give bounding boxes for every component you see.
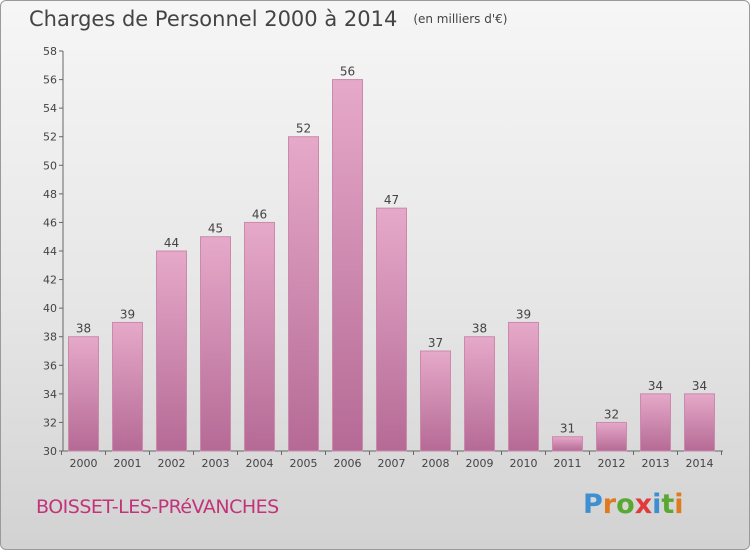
chart-title: Charges de Personnel 2000 à 2014 (en mill… [29,7,507,31]
bar-2014 [684,393,715,452]
logo-letter: x [634,489,653,520]
y-tick-label-46: 46 [43,216,57,229]
data-label-2007: 47 [384,193,399,207]
bar-2003 [200,236,231,452]
bar-2013 [640,393,671,452]
logo-letter: P [583,489,603,520]
x-tick-label-2003: 2003 [202,457,230,470]
bar-2011 [552,436,583,452]
chart-subtitle: (en milliers d'€) [413,12,508,26]
data-label-2014: 34 [692,379,707,393]
bar-2001 [112,321,143,452]
y-tick-label-58: 58 [43,45,57,58]
x-tick-label-2010: 2010 [510,457,538,470]
y-tick-label-30: 30 [43,445,57,458]
bar-2010 [508,321,539,452]
x-tick-label-2009: 2009 [466,457,494,470]
y-tick-label-34: 34 [43,388,57,401]
x-tick-label-2006: 2006 [334,457,362,470]
x-tick-label-2014: 2014 [686,457,714,470]
y-tick-label-48: 48 [43,188,57,201]
x-tick-label-2005: 2005 [290,457,318,470]
bar-2004 [244,221,275,452]
y-tick-label-36: 36 [43,359,57,372]
logo-letter: i [652,489,662,520]
x-tick-label-2011: 2011 [554,457,582,470]
y-tick-label-54: 54 [43,102,57,115]
x-tick-label-2013: 2013 [642,457,670,470]
bar-2000 [68,336,99,452]
y-tick-label-44: 44 [43,245,57,258]
data-label-2013: 34 [648,379,663,393]
data-label-2009: 38 [472,322,487,336]
x-tick-label-2002: 2002 [158,457,186,470]
y-tick-label-40: 40 [43,302,57,315]
data-label-2010: 39 [516,307,531,321]
data-label-2003: 45 [208,222,223,236]
x-tick-label-2004: 2004 [246,457,274,470]
bar-2005 [288,136,319,452]
logo-letter: i [674,489,684,520]
x-tick-label-2001: 2001 [114,457,142,470]
y-tick-label-42: 42 [43,274,57,287]
bar-2012 [596,421,627,452]
x-tick-label-2000: 2000 [70,457,98,470]
data-label-2004: 46 [252,207,267,221]
proxiti-logo: Proxiti [583,489,684,520]
y-tick-label-32: 32 [43,416,57,429]
bar-2002 [156,250,187,452]
x-tick-label-2008: 2008 [422,457,450,470]
data-label-2012: 32 [604,407,619,421]
chart-title-text: Charges de Personnel 2000 à 2014 [29,7,398,31]
data-label-2002: 44 [164,236,179,250]
logo-letter: t [661,489,675,520]
data-label-2011: 31 [560,422,575,436]
commune-name: BOISSET-LES-PRéVANCHES [36,496,279,518]
y-tick-label-52: 52 [43,131,57,144]
bar-2009 [464,336,495,452]
y-tick-label-38: 38 [43,331,57,344]
bar-2008 [420,350,451,452]
x-tick-label-2012: 2012 [598,457,626,470]
logo-letter: r [602,489,617,520]
data-label-2000: 38 [76,322,91,336]
data-label-2006: 56 [340,65,355,79]
y-tick-label-50: 50 [43,159,57,172]
y-tick-label-56: 56 [43,74,57,87]
bar-2007 [376,207,407,452]
data-label-2005: 52 [296,122,311,136]
data-label-2001: 39 [120,307,135,321]
logo-letter: o [616,489,635,520]
bar-2006 [332,79,363,452]
data-label-2008: 37 [428,336,443,350]
x-tick-label-2007: 2007 [378,457,406,470]
